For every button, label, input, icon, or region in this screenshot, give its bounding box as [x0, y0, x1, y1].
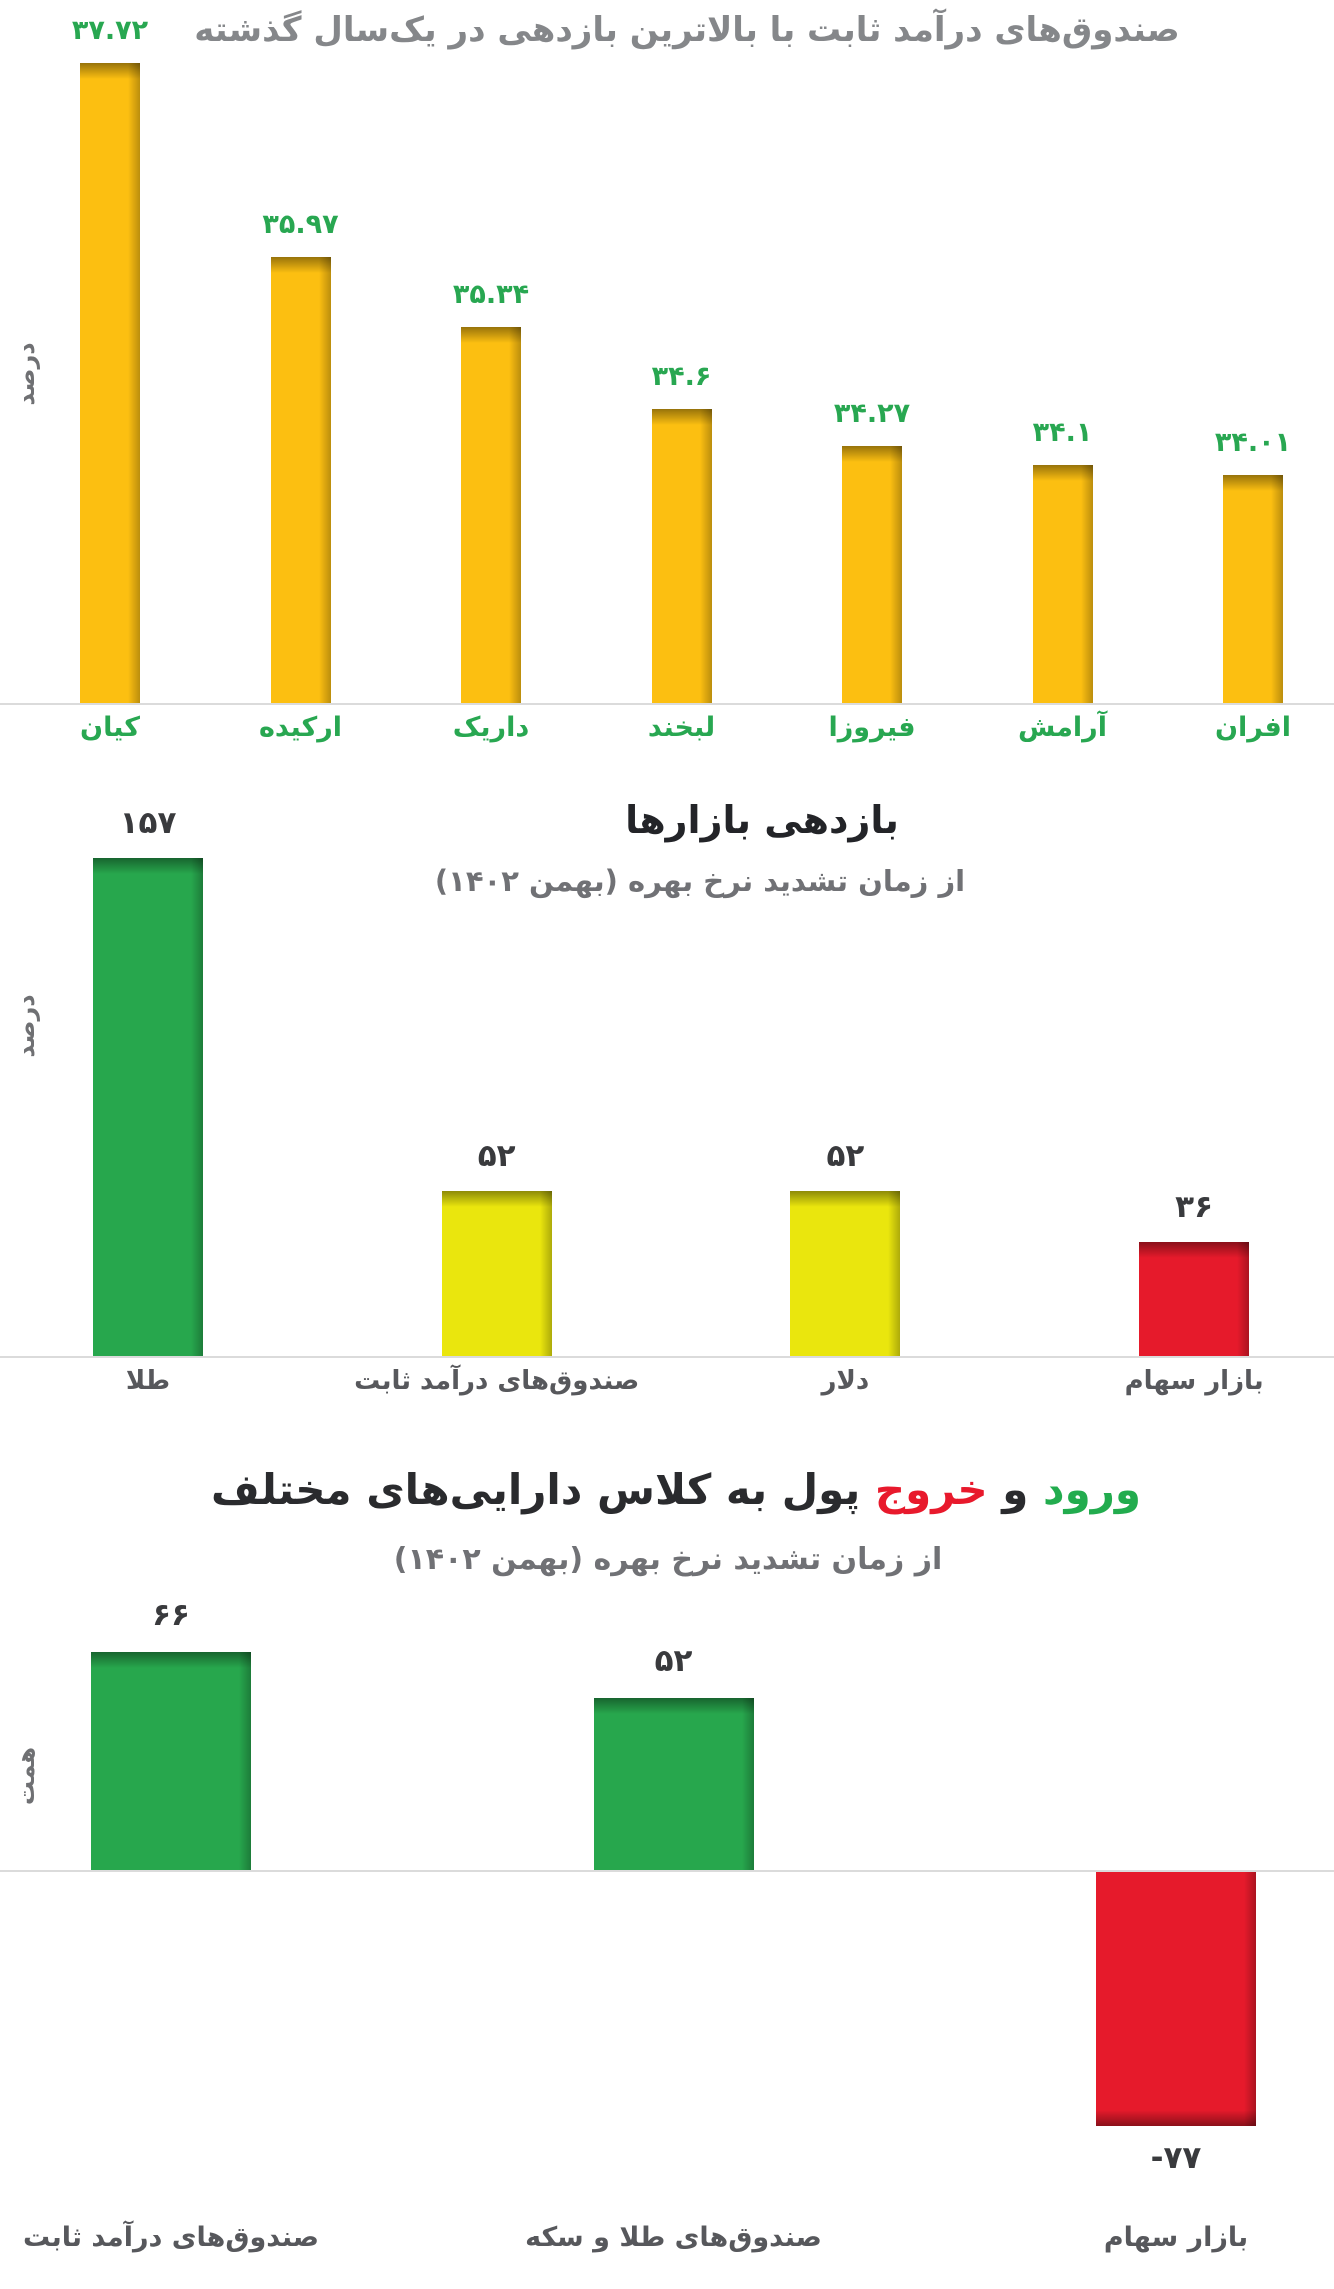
category-label-بازار سهام: بازار سهام — [1124, 1366, 1264, 1396]
chart3-title-part: پول به کلاس دارایی‌های مختلف — [210, 1465, 875, 1514]
bar-value-label: ۱۵۷ — [119, 805, 177, 842]
category-label-داریک: داریک — [452, 712, 530, 743]
chart3-title-part: ورود — [1043, 1465, 1141, 1514]
chart3-subtitle: از زمان تشدید نرخ بهره (بهمن ۱۴۰۲) — [393, 1542, 943, 1577]
chart1-title: صندوق‌های درآمد ثابت با بالاترین بازدهی … — [194, 10, 1180, 50]
bar-value-label: ۳۷.۷۲ — [71, 15, 149, 47]
chart3-zero-line — [0, 1870, 1334, 1872]
bar-value-label: ۶۶ — [152, 1597, 190, 1634]
category-label-آرامش: آرامش — [1018, 712, 1107, 743]
bar-value-label: ۳۴.۶ — [651, 361, 712, 393]
bar-لبخند — [651, 409, 712, 703]
category-label-بازار سهام: بازار سهام — [1103, 2222, 1249, 2253]
category-label-فیروزا: فیروزا — [828, 712, 916, 743]
bar-افران — [1223, 475, 1283, 703]
bar-value-label: ۳۵.۳۴ — [452, 279, 530, 311]
chart3-y-axis-label: همت — [12, 1746, 40, 1806]
category-label-صندوق‌های درآمد ثابت: صندوق‌های درآمد ثابت — [23, 2222, 319, 2253]
bar-صندوق‌های طلا و سکه — [593, 1698, 754, 1870]
bar-کیان — [80, 63, 140, 703]
chart1-baseline — [0, 703, 1334, 705]
chart2-subtitle: از زمان تشدید نرخ بهره (بهمن ۱۴۰۲) — [434, 864, 966, 898]
chart3-title-part: خروج — [874, 1465, 988, 1514]
category-label-طلا: طلا — [125, 1366, 171, 1396]
chart3-title-part: و — [987, 1465, 1044, 1514]
bar-value-label: ۳۴.۱ — [1032, 417, 1093, 449]
category-label-دلار: دلار — [821, 1366, 870, 1396]
bar-دلار — [790, 1191, 901, 1356]
category-label-افران: افران — [1214, 712, 1292, 743]
bar-داریک — [461, 327, 521, 703]
category-label-کیان: کیان — [80, 712, 140, 743]
bar-فیروزا — [842, 446, 902, 703]
bar-بازار سهام — [1139, 1242, 1250, 1356]
chart1-y-axis-label: درصد — [12, 342, 40, 406]
category-label-ارکیده: ارکیده — [258, 712, 343, 743]
bar-بازار سهام — [1096, 1872, 1256, 2126]
bar-ارکیده — [270, 257, 331, 703]
bar-value-label: ۳۴.۲۷ — [833, 398, 911, 430]
bar-value-label: ۳۵.۹۷ — [262, 209, 339, 241]
category-label-صندوق‌های طلا و سکه: صندوق‌های طلا و سکه — [525, 2222, 822, 2253]
category-label-صندوق‌های درآمد ثابت: صندوق‌های درآمد ثابت — [354, 1366, 640, 1396]
bar-صندوق‌های درآمد ثابت — [441, 1191, 552, 1356]
chart2-title: بازدهی بازارها — [625, 798, 899, 842]
bar-value-label: ۵۲ — [654, 1643, 693, 1680]
bar-طلا — [93, 858, 203, 1356]
bar-value-label: ۵۲ — [477, 1138, 516, 1175]
chart2-y-axis-label: درصد — [12, 994, 40, 1058]
bar-صندوق‌های درآمد ثابت — [91, 1652, 251, 1870]
chart2-baseline — [0, 1356, 1334, 1358]
category-label-لبخند: لبخند — [647, 712, 716, 743]
chart3-title: ورود و خروج پول به کلاس دارایی‌های مختلف — [76, 1462, 1276, 1519]
bar-value-label: ۳۴.۰۱ — [1214, 427, 1292, 459]
bar-value-label: -۷۷ — [1150, 2140, 1202, 2176]
bar-value-label: ۵۲ — [826, 1138, 865, 1175]
bar-آرامش — [1032, 465, 1093, 703]
bar-value-label: ۳۶ — [1175, 1189, 1214, 1226]
